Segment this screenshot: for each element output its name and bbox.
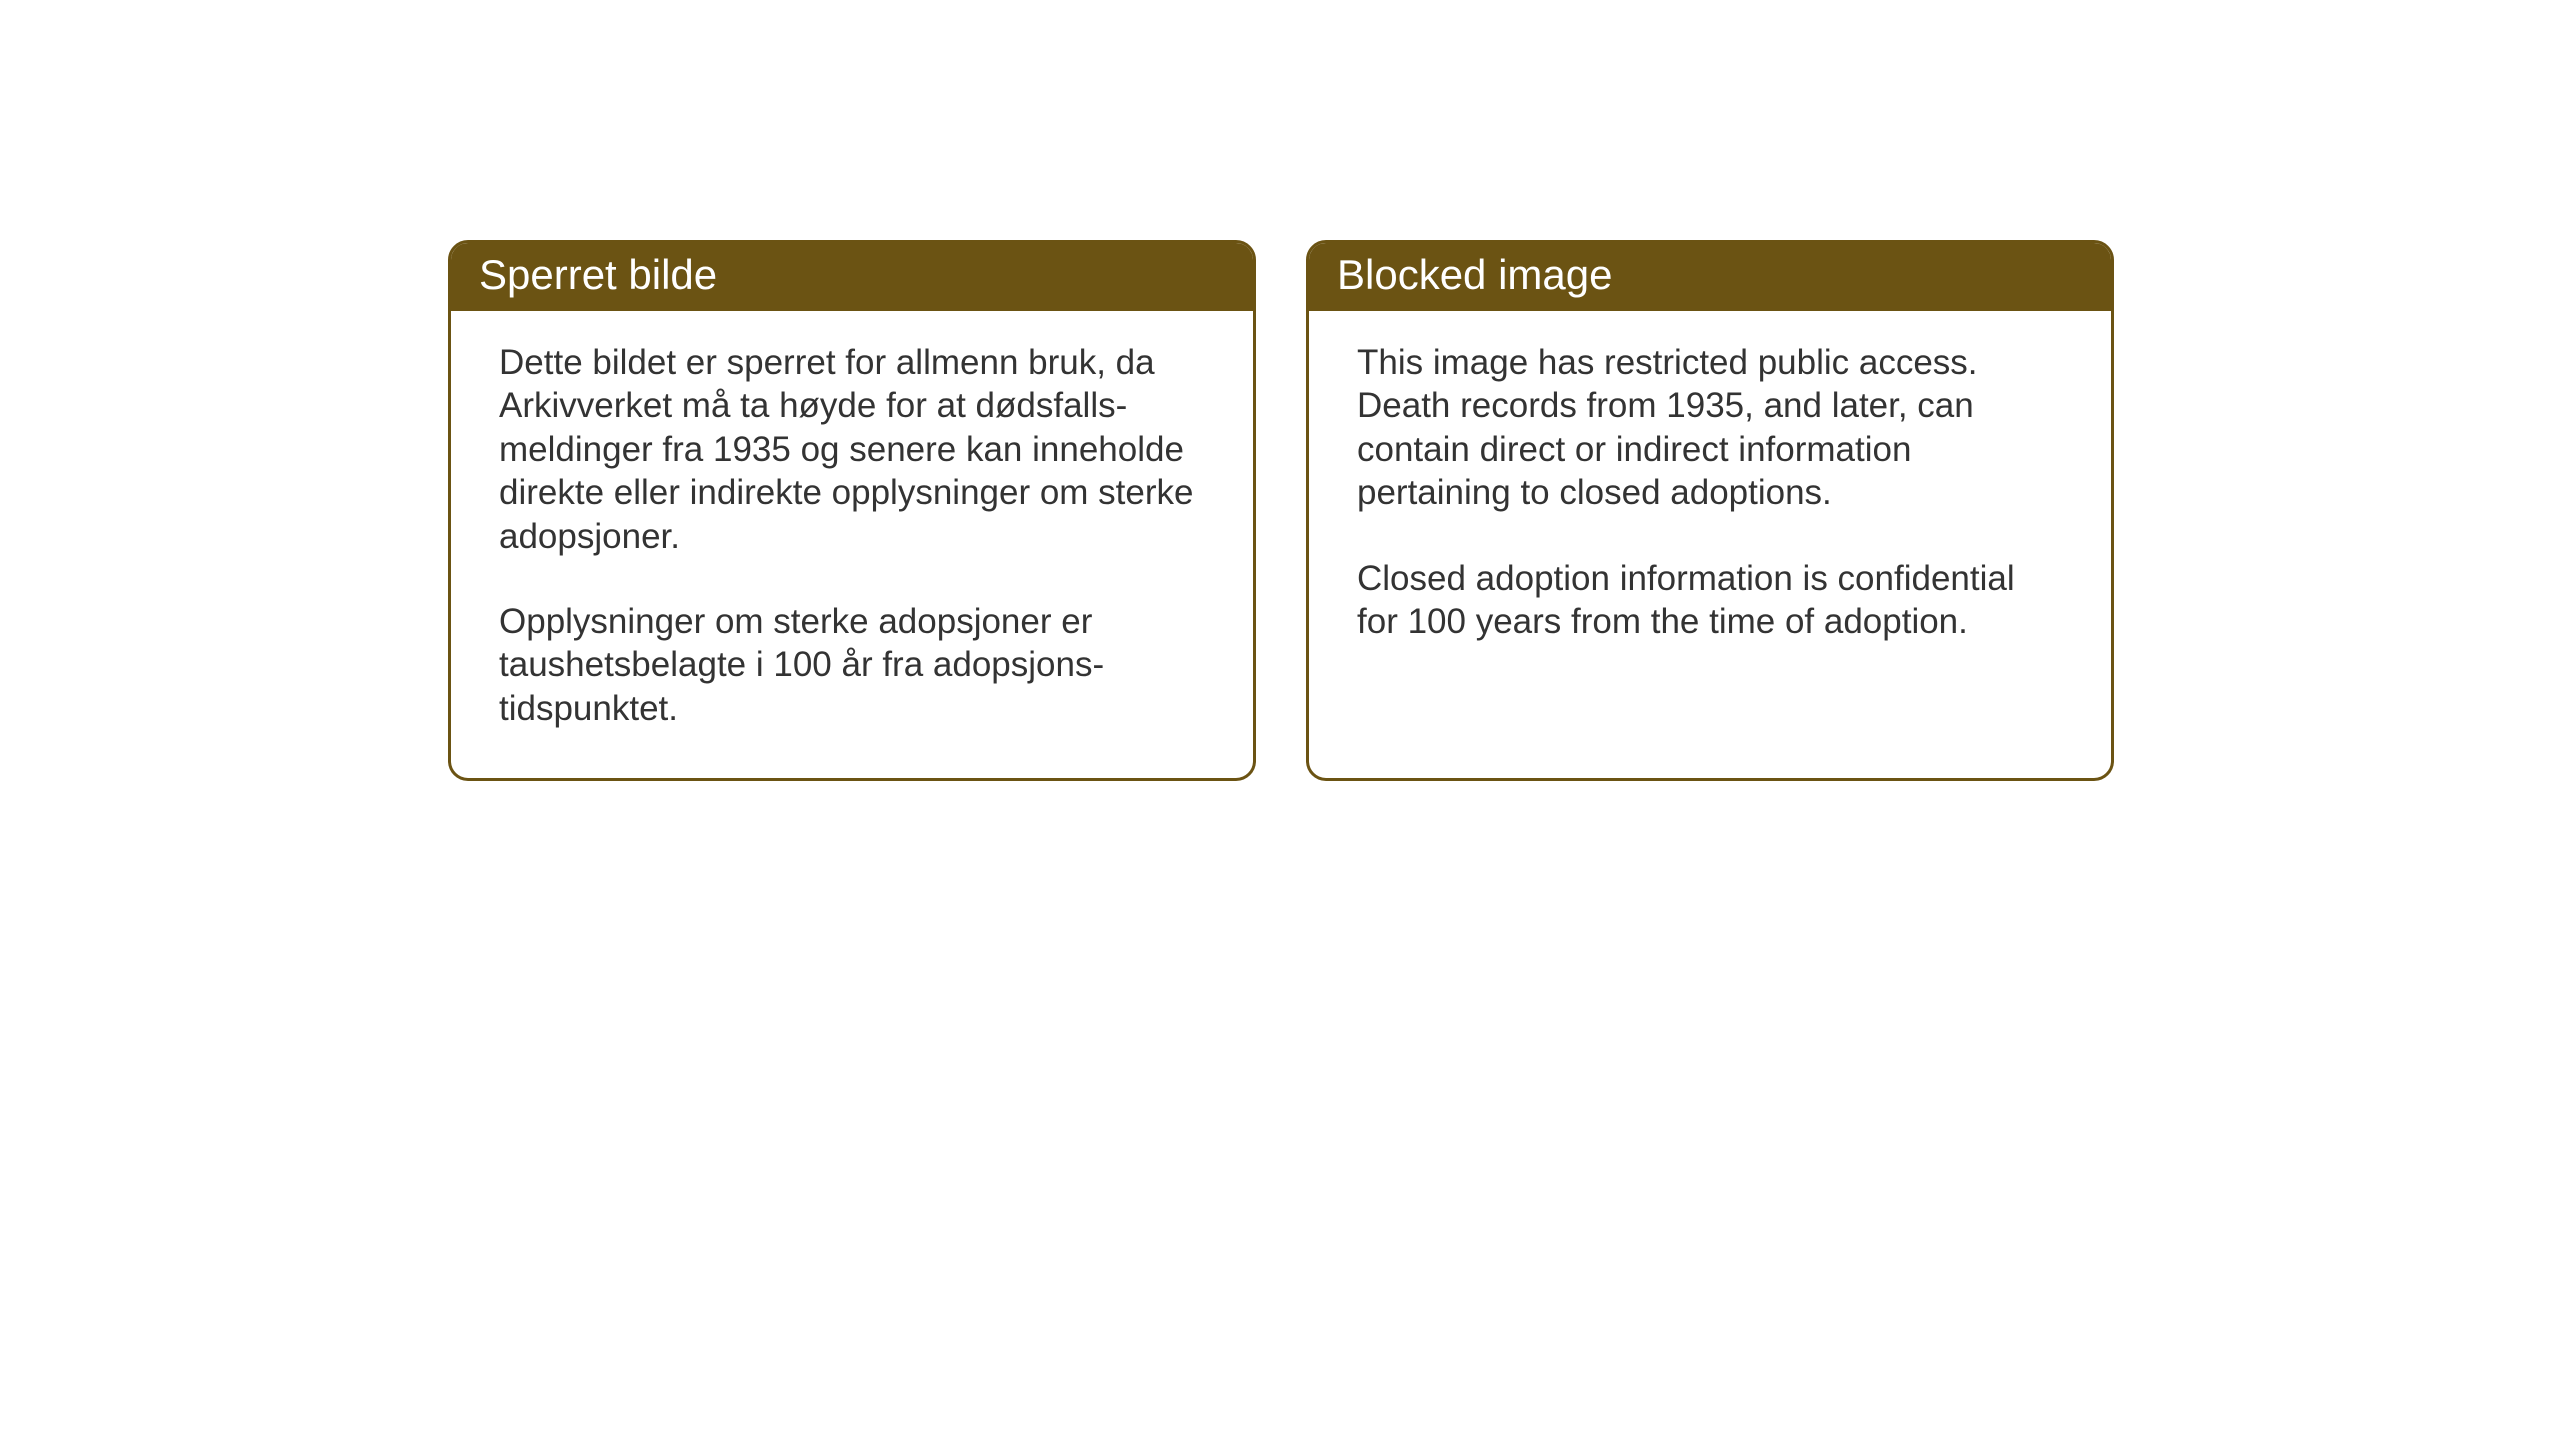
card-body-norwegian: Dette bildet er sperret for allmenn bruk…: [451, 311, 1253, 778]
card-paragraph-english-2: Closed adoption information is confident…: [1357, 557, 2063, 644]
card-paragraph-english-1: This image has restricted public access.…: [1357, 341, 2063, 515]
card-paragraph-norwegian-1: Dette bildet er sperret for allmenn bruk…: [499, 341, 1205, 558]
card-header-english: Blocked image: [1309, 243, 2111, 311]
notice-container: Sperret bilde Dette bildet er sperret fo…: [448, 240, 2114, 781]
card-paragraph-norwegian-2: Opplysninger om sterke adopsjoner er tau…: [499, 600, 1205, 730]
card-body-english: This image has restricted public access.…: [1309, 311, 2111, 691]
notice-card-norwegian: Sperret bilde Dette bildet er sperret fo…: [448, 240, 1256, 781]
notice-card-english: Blocked image This image has restricted …: [1306, 240, 2114, 781]
card-header-norwegian: Sperret bilde: [451, 243, 1253, 311]
